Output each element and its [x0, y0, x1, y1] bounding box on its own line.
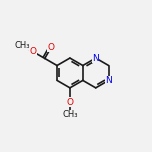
Text: N: N	[105, 76, 112, 85]
Text: N: N	[92, 54, 99, 63]
Text: O: O	[48, 43, 55, 52]
Text: O: O	[66, 97, 73, 107]
Text: O: O	[30, 47, 37, 56]
Text: CH₃: CH₃	[62, 110, 78, 119]
Text: CH₃: CH₃	[14, 41, 30, 50]
